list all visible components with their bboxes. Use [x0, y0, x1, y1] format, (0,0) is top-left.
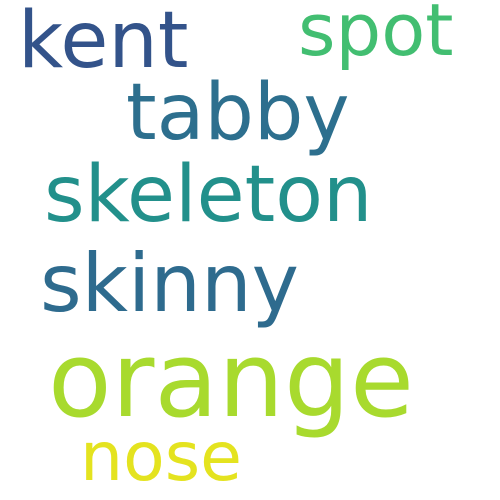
- word-kent: kent: [18, 0, 189, 86]
- word-skinny: skinny: [40, 237, 299, 330]
- word-nose: nose: [80, 418, 242, 497]
- word-tabby: tabby: [126, 68, 350, 158]
- word-orange: orange: [48, 319, 415, 441]
- word-skeleton: skeleton: [44, 150, 373, 240]
- word-spot: spot: [298, 0, 454, 72]
